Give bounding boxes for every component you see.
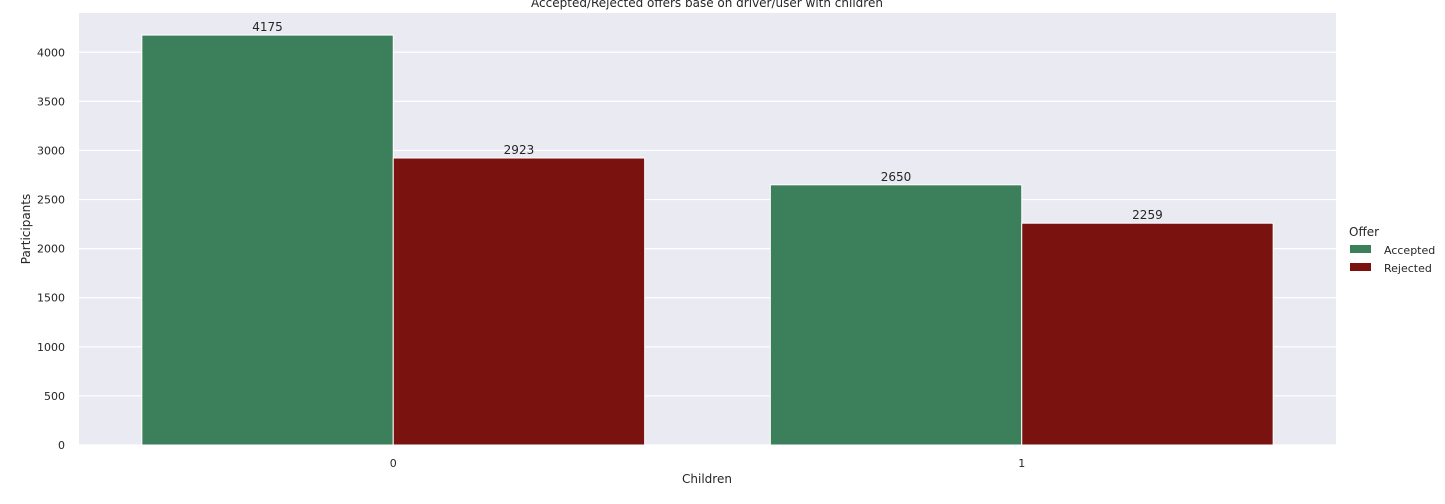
y-tick-label: 0 (58, 439, 65, 452)
y-tick-label: 4000 (37, 46, 65, 59)
legend: Offer Accepted Rejected (1349, 225, 1435, 275)
bar-value-label: 2650 (881, 170, 912, 184)
chart-title: Accepted/Rejected offers base on driver/… (531, 0, 883, 10)
legend-items: Accepted Rejected (1350, 244, 1435, 275)
y-tick-label: 1500 (37, 292, 65, 305)
x-tick-label: 1 (1018, 457, 1025, 470)
y-tick-label: 3000 (37, 144, 65, 157)
y-tick-label: 500 (44, 390, 65, 403)
legend-swatch-accepted (1350, 245, 1371, 253)
y-axis-label: Participants (19, 194, 33, 265)
y-tick-label: 2000 (37, 243, 65, 256)
legend-swatch-rejected (1350, 263, 1371, 271)
legend-label-rejected: Rejected (1384, 262, 1432, 275)
x-tick-label: 0 (390, 457, 397, 470)
bars (141, 34, 1274, 446)
y-tick-labels: 0 500 1000 1500 2000 2500 3000 3500 4000 (37, 46, 65, 452)
bar-accepted-1 (769, 184, 1023, 446)
y-tick-label: 3500 (37, 95, 65, 108)
bar-rejected-0 (392, 157, 646, 446)
y-tick-label: 1000 (37, 341, 65, 354)
bar-value-label: 2259 (1132, 208, 1163, 222)
bar-value-label: 4175 (252, 20, 283, 34)
bar-labels: 4175 2923 2650 2259 (252, 20, 1162, 222)
bar-rejected-1 (1021, 222, 1274, 446)
bar-accepted-0 (141, 34, 394, 446)
legend-label-accepted: Accepted (1384, 244, 1435, 257)
legend-title: Offer (1349, 225, 1379, 239)
x-axis-label: Children (682, 472, 732, 486)
y-tick-label: 2500 (37, 194, 65, 207)
bar-value-label: 2923 (504, 143, 535, 157)
